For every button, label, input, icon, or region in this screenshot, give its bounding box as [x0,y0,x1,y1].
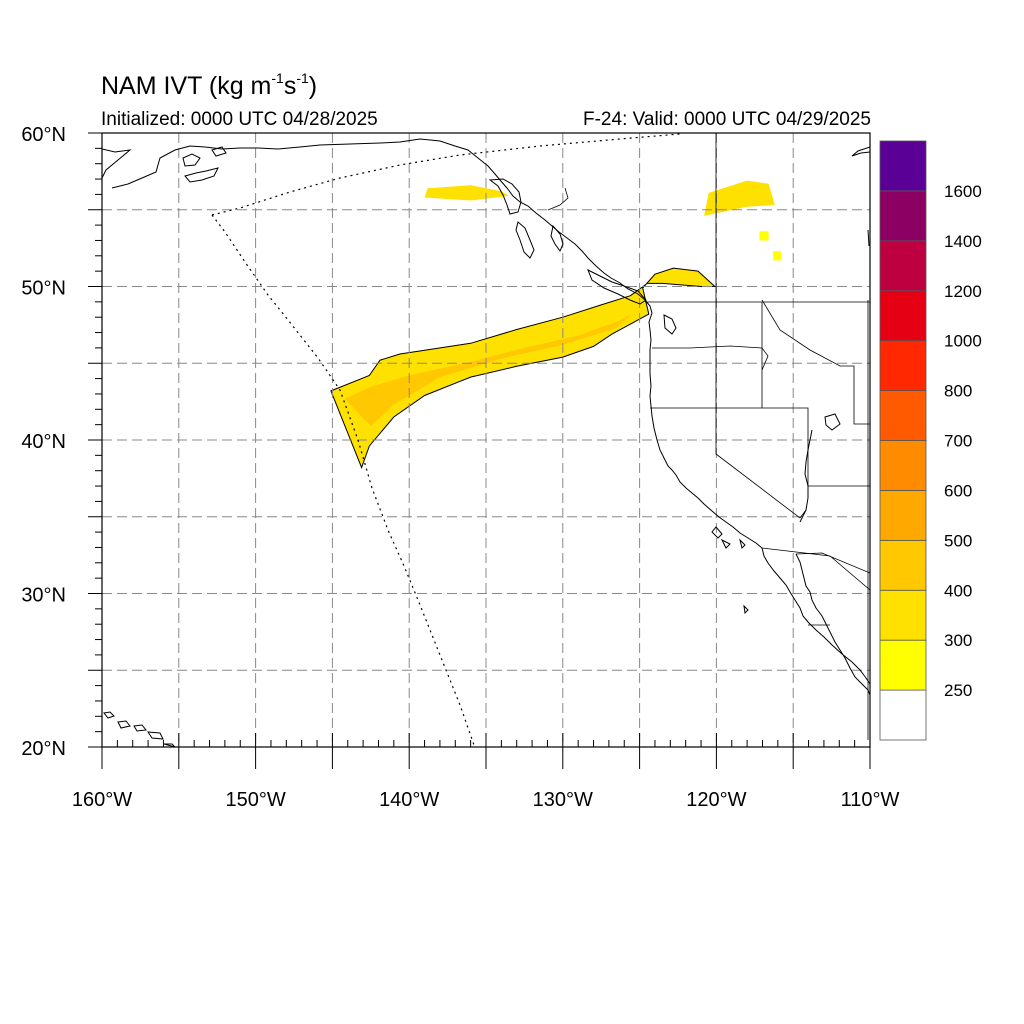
colorbar-swatch [879,290,927,342]
colorbar-label: 1400 [944,232,982,251]
lat-label: 40°N [21,431,66,453]
colorbar-swatch [879,140,927,192]
ivt-patch [759,231,769,241]
state-provincial-borders [547,133,870,740]
lat-label: 20°N [21,738,66,760]
title-close: ) [308,72,318,100]
colorbar-label: 1600 [944,182,982,201]
title-exponent-1: -1 [271,70,284,86]
ivt-patch [773,251,781,261]
lon-label: 110°W [841,789,900,811]
geography [102,133,870,747]
colorbar-label: 600 [944,481,972,500]
title-exponent-2: -1 [296,70,309,86]
axis-labels: 160°W 150°W 140°W 130°W 120°W 110°W 60°N 50°N 40… [21,124,899,811]
lon-label: 140°W [379,789,439,811]
colorbar-swatch [879,639,927,691]
colorbar-swatch [879,589,927,641]
colorbar-swatch [879,390,927,441]
colorbar-label: 700 [944,432,972,451]
title-text: NAM IVT (kg m [101,72,272,100]
ivt-patch [704,180,775,216]
colorbar-swatch [879,240,927,292]
lon-label: 160°W [72,789,132,811]
colorbar-label: 1000 [944,332,982,351]
colorbar-label: 800 [944,382,972,401]
colorbar-label: 250 [944,681,972,700]
north-america-coastline [102,138,870,696]
colorbar-swatch [879,190,927,242]
initialized-label: Initialized: 0000 UTC 04/28/2025 [101,109,378,130]
lat-label: 30°N [21,585,66,607]
alaska-panhandle-islands [103,146,841,747]
title-text-s: s [283,72,297,100]
graticule [102,133,870,747]
colorbar-swatch [879,340,927,391]
colorbar-label: 500 [944,531,972,550]
colorbar-label: 1200 [944,282,982,301]
lat-label: 60°N [21,124,66,146]
lon-label: 120°W [686,789,746,811]
lon-label: 150°W [225,789,285,811]
colorbar-swatch [879,490,927,541]
colorbar-swatch [879,689,927,741]
ivt-plume-outer [330,267,717,470]
colorbar-label: 400 [944,581,972,600]
colorbar: 250 300 400 500 600 700 800 1000 1200 1400 1600 [879,140,982,741]
nam-domain-boundary [211,133,681,746]
ivt-field [330,180,781,470]
colorbar-swatch [879,440,927,491]
lat-label: 50°N [21,278,66,300]
map-title: NAM IVT (kg m-1s-1) [101,70,317,101]
valid-time-label: F-24: Valid: 0000 UTC 04/29/2025 [583,109,871,130]
ivt-plume-core [344,314,632,427]
lon-label: 130°W [533,789,593,811]
ivt-patch [424,185,509,201]
colorbar-swatch [879,539,927,591]
axis-ticks [88,132,871,769]
colorbar-label: 300 [944,631,972,650]
